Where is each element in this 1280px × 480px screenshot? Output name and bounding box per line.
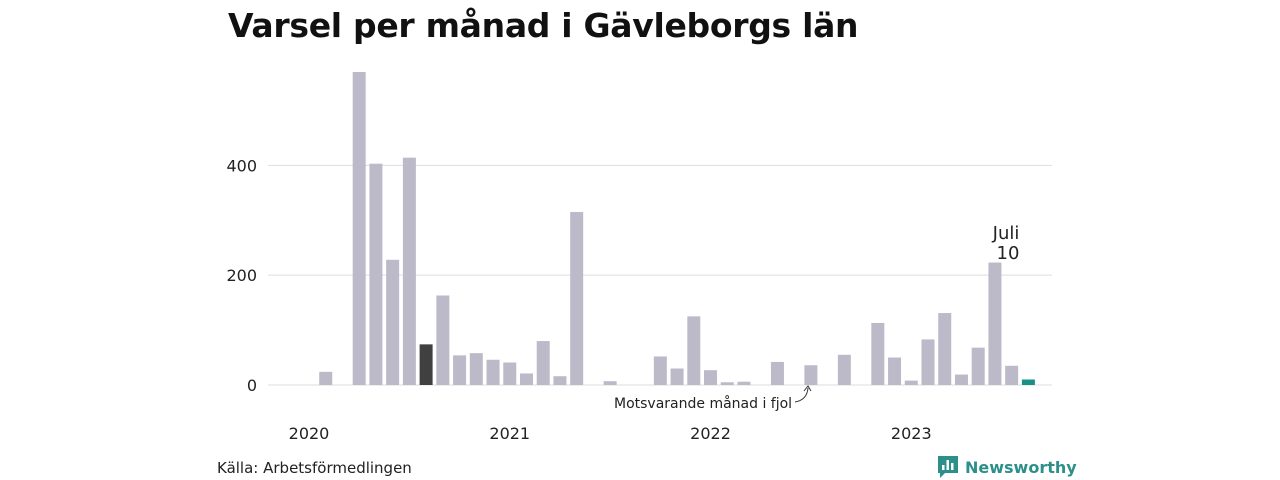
y-axis-ticks: 0 200 400: [226, 156, 257, 395]
bar: [921, 339, 935, 385]
chart-title: Varsel per månad i Gävleborgs län: [228, 6, 859, 45]
bar: [670, 368, 684, 385]
bar: [904, 380, 918, 385]
bar-chart: 0 200 400 2020 2021 2022 2023 Juli 10 Motsvar…: [226, 72, 1052, 443]
bar: [720, 382, 734, 385]
newsworthy-logo-icon: [938, 456, 958, 478]
bar: [770, 361, 784, 385]
bar: [369, 163, 383, 385]
x-year-label: 2020: [289, 424, 330, 443]
bar-same-month-last-year: [419, 344, 433, 385]
bar: [570, 212, 584, 385]
bar: [988, 262, 1002, 385]
x-axis-labels: 2020 2021 2022 2023: [289, 424, 932, 443]
bar: [888, 357, 902, 385]
last-year-annotation: Motsvarande månad i fjol: [614, 395, 792, 412]
bar: [553, 376, 567, 385]
bar: [486, 359, 500, 385]
bar: [687, 316, 701, 385]
bar: [436, 295, 450, 385]
bar: [871, 322, 885, 385]
bar: [938, 313, 952, 385]
x-year-label: 2022: [690, 424, 731, 443]
annotation-arrowhead: [803, 385, 812, 392]
bar-current-month: [1021, 379, 1035, 385]
bar: [536, 341, 550, 385]
bar: [503, 362, 517, 385]
bar: [386, 259, 400, 385]
y-tick-label: 400: [226, 156, 257, 175]
bar: [804, 365, 818, 385]
bar: [519, 373, 533, 385]
source-note: Källa: Arbetsförmedlingen: [217, 459, 412, 477]
brand-name: Newsworthy: [965, 457, 1077, 477]
x-year-label: 2021: [489, 424, 530, 443]
bar: [319, 371, 333, 385]
brand-logo: Newsworthy: [937, 455, 1077, 479]
bar: [1005, 365, 1019, 385]
bar: [704, 370, 718, 385]
bar: [352, 72, 366, 385]
bar: [402, 157, 416, 385]
bar: [653, 356, 667, 385]
annotation-arrow: [794, 387, 809, 403]
bar: [469, 353, 483, 385]
bar: [603, 381, 617, 385]
bars: [319, 72, 1035, 385]
bar: [737, 381, 751, 385]
bar: [971, 347, 985, 385]
bar: [453, 355, 467, 385]
y-tick-label: 0: [247, 376, 257, 395]
bar: [954, 374, 968, 385]
x-year-label: 2023: [891, 424, 932, 443]
bar: [837, 354, 851, 385]
callout-month: Juli: [992, 223, 1020, 244]
y-tick-label: 200: [226, 266, 257, 285]
callout-value: 10: [997, 243, 1020, 264]
